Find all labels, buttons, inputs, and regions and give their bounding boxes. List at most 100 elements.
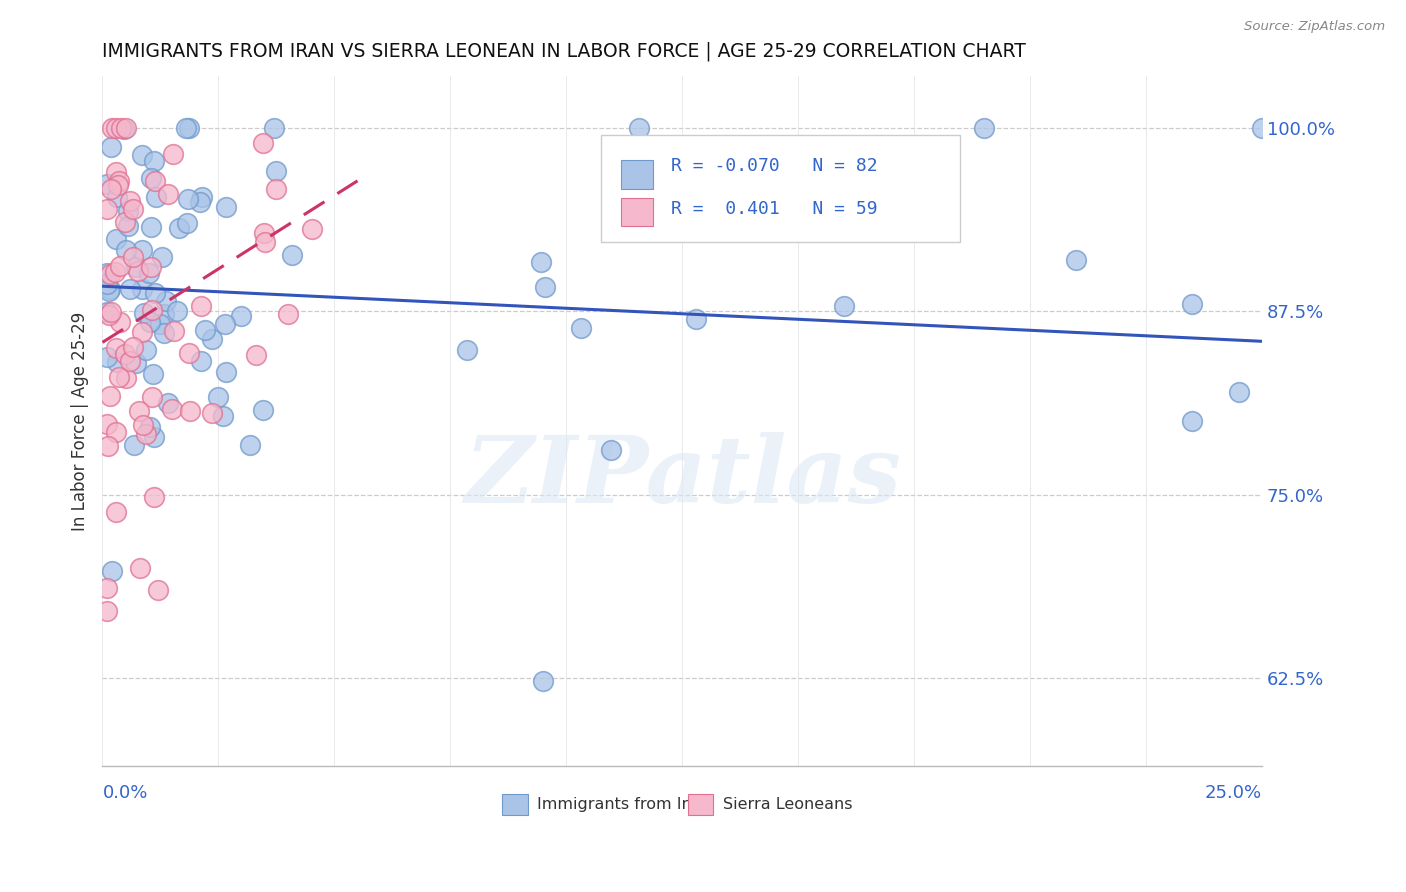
Point bbox=[114, 347, 136, 361]
Point bbox=[100, 140, 122, 154]
Point bbox=[179, 346, 201, 360]
Point bbox=[973, 120, 995, 135]
Point bbox=[96, 266, 118, 280]
Point bbox=[155, 293, 177, 308]
Point bbox=[114, 244, 136, 258]
Point bbox=[773, 143, 796, 157]
Point bbox=[97, 439, 120, 453]
Point bbox=[139, 220, 162, 235]
Point bbox=[96, 305, 118, 319]
Point bbox=[104, 506, 127, 520]
Point bbox=[156, 186, 179, 201]
FancyBboxPatch shape bbox=[600, 135, 960, 242]
Text: Immigrants from Iran: Immigrants from Iran bbox=[537, 797, 709, 812]
Point bbox=[301, 222, 323, 236]
Point bbox=[194, 323, 217, 337]
Bar bbox=[620, 197, 654, 226]
Point bbox=[215, 200, 238, 214]
Point bbox=[188, 195, 211, 210]
Bar bbox=[620, 161, 654, 189]
Point bbox=[266, 163, 288, 178]
Point bbox=[190, 353, 212, 368]
Point bbox=[143, 174, 166, 188]
Point bbox=[100, 120, 122, 135]
Text: R =  0.401   N = 59: R = 0.401 N = 59 bbox=[671, 201, 877, 219]
Point bbox=[1181, 414, 1204, 428]
Point bbox=[141, 391, 163, 405]
Point bbox=[1227, 384, 1250, 399]
Point bbox=[107, 178, 129, 192]
Point bbox=[114, 371, 136, 385]
Point bbox=[215, 365, 238, 379]
Point bbox=[176, 216, 198, 230]
Point bbox=[100, 305, 122, 319]
Bar bbox=[502, 794, 529, 814]
Point bbox=[96, 581, 118, 595]
Point bbox=[179, 120, 201, 135]
Point bbox=[104, 425, 127, 440]
Point bbox=[253, 235, 276, 249]
Point bbox=[264, 181, 287, 195]
Point bbox=[125, 260, 148, 274]
Point bbox=[174, 120, 197, 135]
Point bbox=[98, 282, 121, 296]
Point bbox=[641, 175, 664, 189]
Point bbox=[201, 406, 224, 420]
Text: Source: ZipAtlas.com: Source: ZipAtlas.com bbox=[1244, 20, 1385, 33]
Point bbox=[143, 285, 166, 300]
Point bbox=[201, 332, 224, 346]
Bar bbox=[688, 794, 713, 814]
Point bbox=[104, 232, 127, 246]
Point bbox=[128, 403, 150, 417]
Point bbox=[96, 268, 118, 283]
Point bbox=[139, 420, 162, 434]
Y-axis label: In Labor Force | Age 25-29: In Labor Force | Age 25-29 bbox=[72, 311, 89, 531]
Point bbox=[730, 220, 752, 235]
Point bbox=[142, 368, 165, 382]
Point bbox=[132, 418, 155, 433]
Point bbox=[229, 309, 252, 323]
Point bbox=[834, 299, 856, 313]
Point bbox=[153, 326, 176, 340]
Point bbox=[1181, 297, 1204, 311]
Point bbox=[162, 146, 184, 161]
Text: ZIPatlas: ZIPatlas bbox=[464, 432, 901, 522]
Point bbox=[105, 120, 128, 135]
Point bbox=[108, 370, 131, 384]
Point bbox=[252, 403, 274, 417]
Point bbox=[117, 204, 139, 219]
Point bbox=[104, 265, 127, 279]
Point bbox=[108, 260, 131, 274]
Point bbox=[118, 353, 141, 368]
Point bbox=[96, 178, 118, 192]
Point bbox=[252, 136, 274, 151]
Point bbox=[214, 317, 236, 331]
Point bbox=[531, 674, 554, 689]
Point bbox=[122, 340, 145, 354]
Point bbox=[96, 417, 118, 431]
Point bbox=[120, 282, 142, 296]
Point bbox=[245, 348, 267, 362]
Point bbox=[212, 409, 235, 423]
Point bbox=[239, 437, 262, 451]
Point bbox=[166, 304, 188, 318]
Point bbox=[627, 120, 650, 135]
Point bbox=[131, 326, 153, 340]
Point bbox=[121, 202, 143, 216]
Point bbox=[146, 583, 169, 598]
Point bbox=[149, 318, 172, 332]
Point bbox=[530, 255, 553, 269]
Point bbox=[127, 264, 149, 278]
Text: 0.0%: 0.0% bbox=[103, 784, 148, 802]
Point bbox=[160, 402, 183, 417]
Point bbox=[114, 215, 136, 229]
Point bbox=[534, 280, 557, 294]
Text: Sierra Leoneans: Sierra Leoneans bbox=[723, 797, 852, 812]
Point bbox=[145, 190, 167, 204]
Point bbox=[263, 120, 285, 135]
Point bbox=[139, 315, 162, 329]
Text: R = -0.070   N = 82: R = -0.070 N = 82 bbox=[671, 157, 877, 175]
Point bbox=[167, 220, 190, 235]
Point bbox=[96, 351, 118, 365]
Point bbox=[135, 343, 157, 357]
